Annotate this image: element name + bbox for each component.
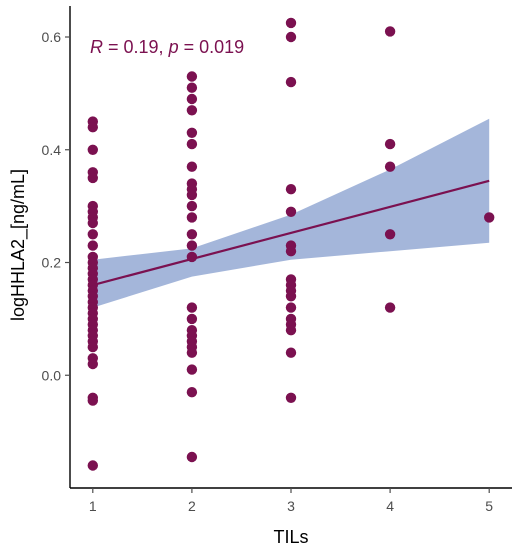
data-point — [186, 302, 198, 313]
data-point — [186, 93, 198, 105]
x-tick-label: 2 — [188, 498, 196, 514]
data-point — [285, 184, 297, 195]
regression-line — [92, 179, 490, 287]
x-tick-label: 5 — [485, 498, 493, 514]
data-point — [285, 302, 297, 313]
data-point — [285, 31, 297, 43]
data-point — [186, 189, 198, 201]
x-tick-label: 4 — [386, 498, 394, 514]
data-point — [186, 200, 198, 212]
data-point — [384, 302, 396, 313]
y-axis-title: logHHLA2_[ng/mL] — [8, 169, 29, 321]
data-point — [186, 138, 198, 150]
data-point — [285, 206, 297, 217]
y-tick-label: 0.0 — [42, 367, 62, 383]
data-point — [384, 26, 396, 37]
data-point — [87, 460, 99, 471]
data-point — [384, 161, 396, 172]
data-point — [87, 217, 99, 229]
regression-line-layer — [92, 179, 490, 287]
data-point — [87, 122, 99, 133]
data-points-layer — [87, 17, 495, 471]
y-tick-label: 0.6 — [42, 29, 62, 45]
data-point — [87, 229, 99, 240]
x-tick-label: 1 — [89, 498, 97, 514]
x-axis-title: TILs — [273, 527, 308, 547]
data-point — [87, 341, 99, 353]
p-value: = 0.019 — [179, 37, 245, 57]
r-symbol: R — [90, 37, 103, 57]
x-tick-label: 3 — [287, 498, 295, 514]
data-point — [384, 229, 396, 240]
data-point — [186, 347, 198, 358]
data-point — [384, 138, 396, 150]
data-point — [186, 212, 198, 223]
data-point — [285, 246, 297, 257]
r-value: = 0.19, — [103, 37, 169, 57]
y-tick-label: 0.2 — [42, 255, 62, 271]
data-point — [484, 212, 495, 223]
data-point — [285, 17, 297, 29]
data-point — [87, 395, 99, 406]
correlation-annotation: R = 0.19, p = 0.019 — [90, 37, 244, 57]
data-point — [186, 240, 198, 251]
data-point — [285, 347, 297, 358]
data-point — [186, 105, 198, 116]
data-point — [87, 172, 99, 184]
data-point — [186, 161, 198, 172]
data-point — [186, 364, 198, 375]
data-point — [87, 144, 99, 155]
data-point — [87, 240, 99, 251]
p-symbol: p — [168, 37, 179, 57]
data-point — [186, 127, 198, 138]
data-point — [186, 251, 198, 263]
data-point — [285, 76, 297, 88]
data-point — [87, 358, 99, 370]
data-point — [186, 82, 198, 93]
y-tick-label: 0.4 — [42, 142, 62, 158]
data-point — [285, 291, 297, 302]
data-point — [186, 71, 198, 82]
data-point — [285, 325, 297, 336]
ticks-layer: 1 2 3 4 5 0.0 0.2 0.4 0.6 — [42, 29, 494, 514]
data-point — [186, 313, 198, 325]
data-point — [186, 229, 198, 240]
data-point — [285, 392, 297, 403]
data-point — [186, 451, 198, 463]
data-point — [186, 387, 198, 398]
